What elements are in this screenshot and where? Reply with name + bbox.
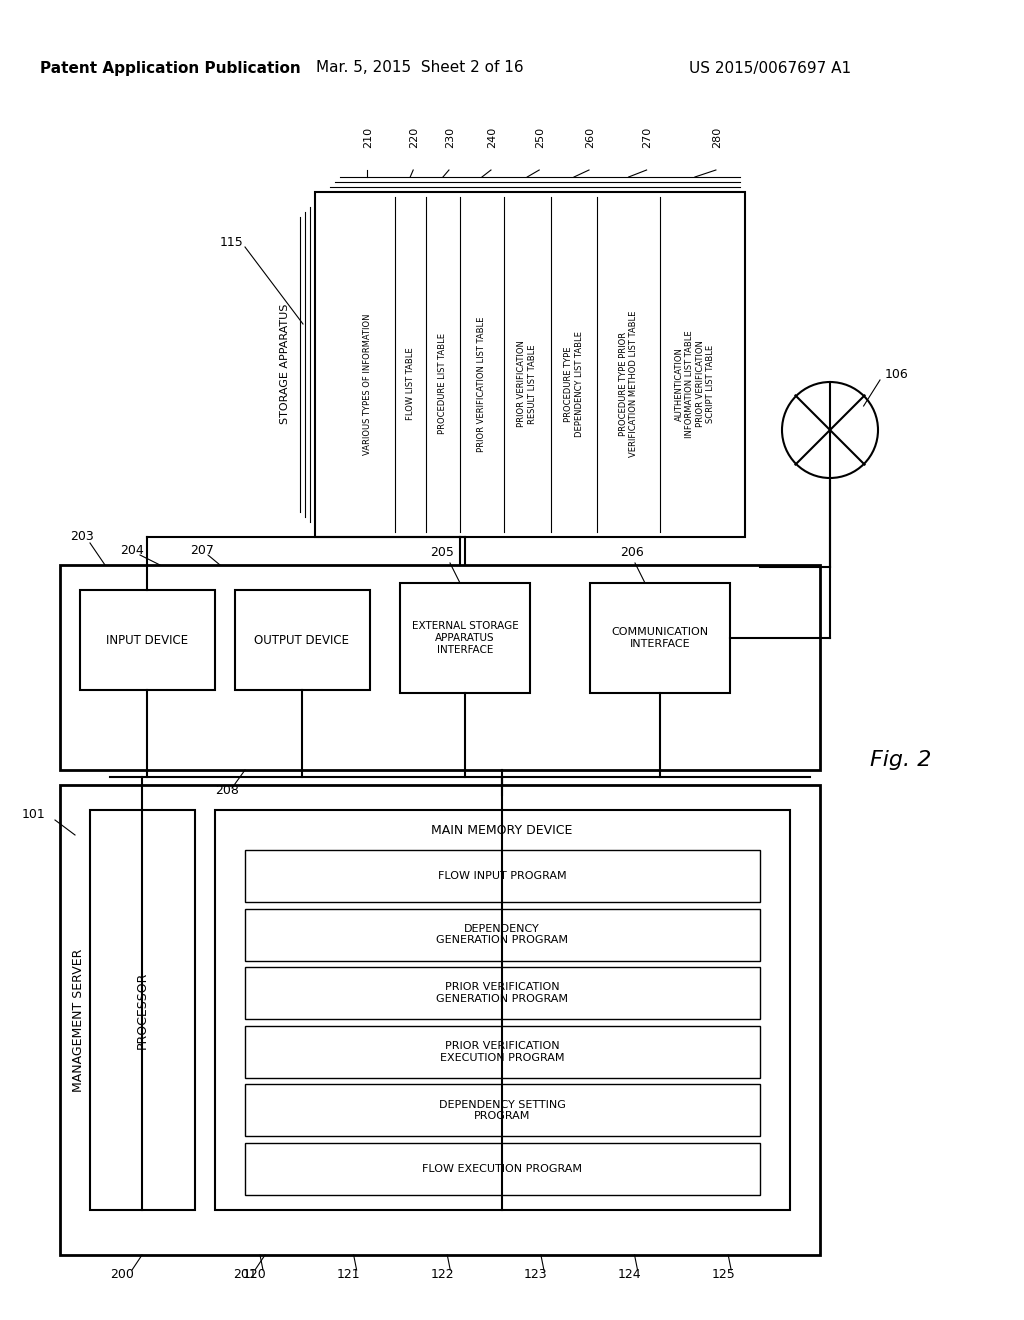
Text: 208: 208: [215, 784, 239, 796]
Text: PRIOR VERIFICATION
GENERATION PROGRAM: PRIOR VERIFICATION GENERATION PROGRAM: [436, 982, 568, 1005]
Text: FLOW LIST TABLE: FLOW LIST TABLE: [406, 347, 415, 420]
Text: Mar. 5, 2015  Sheet 2 of 16: Mar. 5, 2015 Sheet 2 of 16: [316, 61, 524, 75]
Text: STORAGE APPARATUS: STORAGE APPARATUS: [280, 304, 290, 424]
Bar: [400, 583, 530, 693]
Text: 270: 270: [643, 127, 652, 148]
Text: 207: 207: [190, 544, 214, 557]
Text: EXTERNAL STORAGE
APPARATUS
INTERFACE: EXTERNAL STORAGE APPARATUS INTERFACE: [412, 622, 518, 655]
Text: Patent Application Publication: Patent Application Publication: [40, 61, 300, 75]
Text: 122: 122: [430, 1269, 454, 1282]
Text: Fig. 2: Fig. 2: [870, 750, 932, 770]
Text: 220: 220: [410, 127, 419, 148]
Bar: [245, 1143, 760, 1195]
Text: 204: 204: [120, 544, 143, 557]
Text: 203: 203: [70, 531, 94, 544]
Text: 120: 120: [243, 1269, 267, 1282]
Bar: [80, 590, 215, 690]
Bar: [245, 850, 760, 902]
Bar: [60, 565, 820, 770]
Text: PRIOR VERIFICATION
EXECUTION PROGRAM: PRIOR VERIFICATION EXECUTION PROGRAM: [439, 1041, 564, 1063]
Text: 250: 250: [536, 127, 545, 148]
Bar: [245, 968, 760, 1019]
Bar: [245, 1085, 760, 1137]
Text: DEPENDENCY SETTING
PROGRAM: DEPENDENCY SETTING PROGRAM: [438, 1100, 565, 1121]
Text: 210: 210: [364, 127, 374, 148]
Text: PRIOR VERIFICATION
RESULT LIST TABLE: PRIOR VERIFICATION RESULT LIST TABLE: [517, 341, 537, 428]
Text: MANAGEMENT SERVER: MANAGEMENT SERVER: [72, 948, 85, 1092]
Text: DEPENDENCY
GENERATION PROGRAM: DEPENDENCY GENERATION PROGRAM: [436, 924, 568, 945]
Text: PROCEDURE TYPE PRIOR
VERIFICATION METHOD LIST TABLE: PROCEDURE TYPE PRIOR VERIFICATION METHOD…: [618, 310, 638, 457]
Text: MAIN MEMORY DEVICE: MAIN MEMORY DEVICE: [431, 824, 572, 837]
Text: US 2015/0067697 A1: US 2015/0067697 A1: [689, 61, 851, 75]
Text: 101: 101: [22, 808, 45, 821]
Bar: [234, 590, 370, 690]
Text: 280: 280: [712, 127, 722, 148]
Text: 124: 124: [617, 1269, 641, 1282]
Text: FLOW EXECUTION PROGRAM: FLOW EXECUTION PROGRAM: [422, 1164, 582, 1173]
Text: AUTHENTICATION
INFORMATION LIST TABLE
PRIOR VERIFICATION
SCRIPT LIST TABLE: AUTHENTICATION INFORMATION LIST TABLE PR…: [675, 330, 715, 438]
Bar: [90, 810, 195, 1210]
Text: 260: 260: [585, 127, 595, 148]
Text: PROCESSOR: PROCESSOR: [135, 972, 148, 1048]
Text: 240: 240: [487, 127, 497, 148]
Text: 121: 121: [337, 1269, 360, 1282]
Bar: [315, 191, 745, 537]
Bar: [245, 1026, 760, 1078]
Text: 115: 115: [220, 235, 244, 248]
Text: FLOW INPUT PROGRAM: FLOW INPUT PROGRAM: [437, 871, 566, 880]
Text: 106: 106: [885, 368, 908, 381]
Text: PRIOR VERIFICATION LIST TABLE: PRIOR VERIFICATION LIST TABLE: [477, 317, 486, 451]
Text: 123: 123: [524, 1269, 548, 1282]
Text: PROCEDURE TYPE
DEPENDENCY LIST TABLE: PROCEDURE TYPE DEPENDENCY LIST TABLE: [564, 331, 584, 437]
Text: 201: 201: [233, 1269, 257, 1282]
Text: PROCEDURE LIST TABLE: PROCEDURE LIST TABLE: [438, 334, 447, 434]
Text: 200: 200: [110, 1269, 134, 1282]
Bar: [590, 583, 730, 693]
Text: INPUT DEVICE: INPUT DEVICE: [105, 634, 188, 647]
Bar: [60, 785, 820, 1255]
Text: 230: 230: [445, 127, 455, 148]
Text: 125: 125: [712, 1269, 735, 1282]
Text: OUTPUT DEVICE: OUTPUT DEVICE: [255, 634, 349, 647]
Bar: [245, 908, 760, 961]
Text: COMMUNICATION
INTERFACE: COMMUNICATION INTERFACE: [611, 627, 709, 649]
Text: 206: 206: [620, 546, 644, 560]
Text: 205: 205: [430, 546, 454, 560]
Text: VARIOUS TYPES OF INFORMATION: VARIOUS TYPES OF INFORMATION: [362, 313, 372, 455]
Bar: [215, 810, 790, 1210]
